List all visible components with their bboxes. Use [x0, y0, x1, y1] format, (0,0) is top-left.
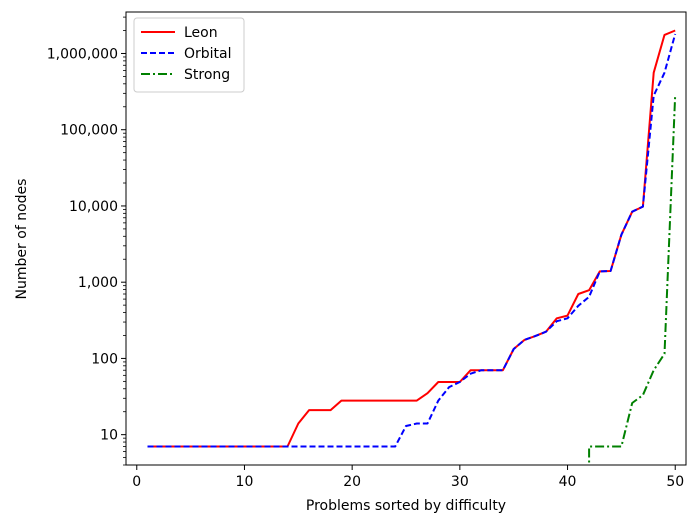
legend-label-orbital: Orbital [184, 46, 232, 62]
series-line-strong [588, 94, 677, 465]
x-tick-label: 20 [343, 474, 361, 490]
series-line-leon [147, 29, 676, 448]
legend-label-strong: Strong [184, 67, 230, 83]
x-tick-label: 0 [132, 474, 141, 490]
x-tick-label: 50 [666, 474, 684, 490]
y-tick-label: 10,000 [69, 199, 118, 215]
x-tick-label: 10 [236, 474, 254, 490]
x-tick-label: 40 [559, 474, 577, 490]
y-axis: 10 100 1,000 10,000 100,000 1,000,000 [47, 16, 126, 466]
y-tick-label: 1,000,000 [47, 46, 118, 62]
x-axis-title: Problems sorted by difficulty [306, 498, 506, 514]
y-tick-label: 100 [91, 351, 118, 367]
x-axis: 0 10 20 30 40 50 [132, 465, 684, 490]
y-tick-label: 1,000 [78, 275, 118, 291]
x-tick-label: 30 [451, 474, 469, 490]
plot-frame [125, 11, 687, 466]
legend-label-leon: Leon [184, 25, 218, 41]
series-layer [147, 29, 677, 465]
y-tick-label: 10 [100, 428, 118, 444]
y-axis-title: Number of nodes [14, 179, 30, 300]
legend: Leon Orbital Strong [133, 17, 245, 93]
series-line-orbital [147, 33, 677, 448]
y-tick-label: 100,000 [60, 123, 118, 139]
